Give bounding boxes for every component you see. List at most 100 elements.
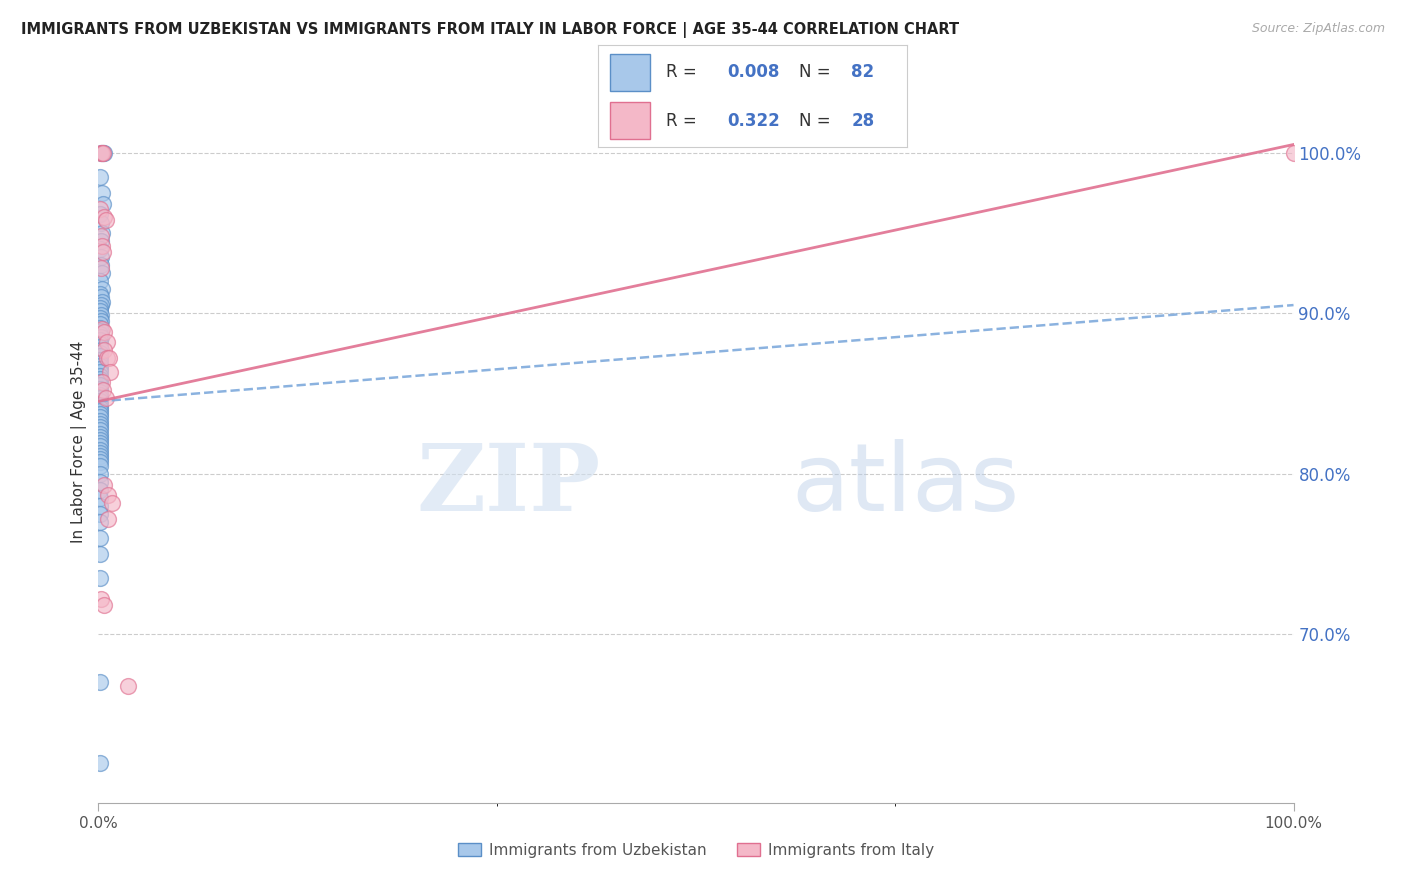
- Point: [90, 250, 112, 264]
- Point: [89, 391, 111, 405]
- Point: [89, 378, 111, 392]
- Point: [89, 442, 111, 457]
- Point: [89, 350, 111, 364]
- Point: [94, 213, 117, 227]
- Point: [91, 238, 114, 252]
- Point: [100, 495, 122, 509]
- Point: [89, 398, 111, 412]
- Point: [90, 343, 112, 357]
- Point: [89, 547, 111, 561]
- Point: [89, 318, 111, 332]
- Point: [91, 294, 114, 309]
- Point: [94, 391, 117, 405]
- Point: [89, 571, 111, 585]
- Point: [97, 487, 120, 501]
- Point: [90, 261, 112, 276]
- Point: [90, 216, 112, 230]
- Point: [89, 169, 111, 184]
- Point: [89, 455, 111, 469]
- Point: [91, 145, 114, 160]
- Point: [89, 531, 111, 545]
- Text: R =: R =: [665, 63, 702, 81]
- Point: [89, 352, 111, 367]
- Point: [89, 499, 111, 513]
- Point: [89, 458, 111, 473]
- Point: [93, 599, 115, 613]
- Text: Source: ZipAtlas.com: Source: ZipAtlas.com: [1251, 22, 1385, 36]
- Point: [93, 210, 115, 224]
- Point: [89, 326, 111, 341]
- Text: 0.008: 0.008: [727, 63, 780, 81]
- Point: [89, 310, 111, 325]
- Point: [90, 258, 112, 272]
- Point: [89, 286, 111, 301]
- Point: [89, 407, 111, 421]
- Point: [89, 491, 111, 505]
- Point: [89, 410, 111, 425]
- Point: [91, 197, 114, 211]
- Point: [89, 375, 111, 389]
- Point: [97, 511, 120, 525]
- Bar: [610, 54, 650, 91]
- Point: [89, 388, 111, 402]
- Point: [91, 322, 114, 336]
- Y-axis label: In Labor Force | Age 35-44: In Labor Force | Age 35-44: [72, 341, 87, 542]
- Point: [90, 290, 112, 304]
- Point: [91, 226, 114, 240]
- Point: [89, 426, 111, 441]
- Point: [89, 304, 111, 318]
- Point: [89, 359, 111, 373]
- Point: [89, 430, 111, 444]
- Point: [90, 324, 112, 338]
- Text: 0.322: 0.322: [727, 112, 780, 129]
- Point: [89, 340, 111, 354]
- Text: atlas: atlas: [792, 439, 1019, 531]
- Point: [89, 372, 111, 386]
- Point: [90, 298, 112, 312]
- Point: [89, 368, 111, 383]
- Text: 82: 82: [851, 63, 875, 81]
- Point: [90, 145, 112, 160]
- Point: [89, 756, 111, 770]
- Point: [89, 515, 111, 529]
- Point: [90, 591, 112, 606]
- Point: [89, 394, 111, 409]
- Point: [89, 384, 111, 399]
- Point: [89, 366, 111, 380]
- Point: [91, 145, 114, 160]
- Point: [89, 334, 111, 348]
- Text: R =: R =: [665, 112, 702, 129]
- Point: [89, 401, 111, 415]
- Point: [89, 320, 111, 334]
- Point: [89, 242, 111, 256]
- Point: [91, 245, 114, 260]
- Point: [90, 308, 112, 322]
- Point: [89, 433, 111, 447]
- Point: [93, 326, 115, 340]
- Point: [91, 375, 114, 389]
- Point: [89, 346, 111, 360]
- Text: IMMIGRANTS FROM UZBEKISTAN VS IMMIGRANTS FROM ITALY IN LABOR FORCE | AGE 35-44 C: IMMIGRANTS FROM UZBEKISTAN VS IMMIGRANTS…: [21, 22, 959, 38]
- Point: [91, 266, 114, 280]
- Point: [93, 478, 115, 492]
- Point: [89, 414, 111, 428]
- Point: [89, 675, 111, 690]
- Text: N =: N =: [799, 63, 835, 81]
- Point: [89, 439, 111, 453]
- Point: [89, 420, 111, 434]
- Point: [89, 417, 111, 431]
- Point: [89, 301, 111, 316]
- Point: [89, 362, 111, 376]
- Point: [89, 452, 111, 467]
- Point: [90, 330, 112, 344]
- Point: [117, 679, 139, 693]
- Point: [1282, 145, 1305, 160]
- Point: [90, 229, 112, 244]
- Point: [96, 334, 118, 349]
- Bar: [610, 102, 650, 139]
- Point: [93, 343, 115, 357]
- Point: [90, 234, 112, 248]
- Point: [89, 446, 111, 460]
- Text: 28: 28: [851, 112, 875, 129]
- Point: [90, 145, 112, 160]
